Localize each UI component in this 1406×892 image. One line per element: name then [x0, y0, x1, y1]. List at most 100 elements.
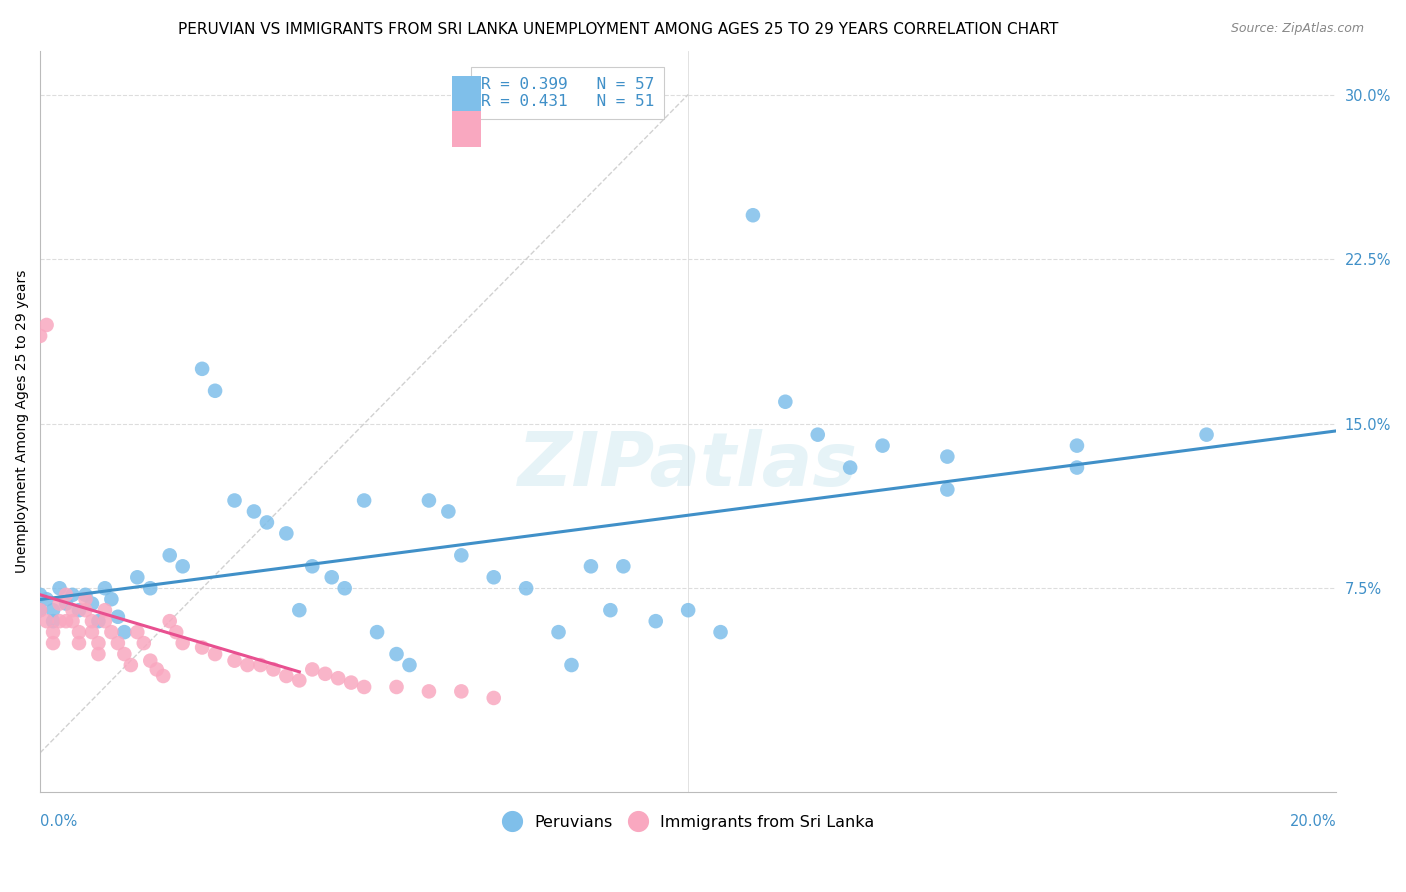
Point [328, 671, 350, 685]
Point [314, 666, 336, 681]
Point [1066, 439, 1088, 453]
Point [288, 673, 311, 688]
Point [644, 614, 666, 628]
Point [936, 450, 959, 464]
Point [437, 504, 460, 518]
Point [112, 625, 135, 640]
Point [132, 636, 155, 650]
Point [94, 581, 117, 595]
Point [127, 570, 149, 584]
Point [30, 588, 52, 602]
Point [872, 439, 894, 453]
Point [172, 636, 194, 650]
Point [579, 559, 602, 574]
Point [224, 493, 246, 508]
Text: ZIPatlas: ZIPatlas [519, 429, 858, 502]
Point [87, 636, 110, 650]
Point [676, 603, 699, 617]
Point [159, 549, 181, 563]
Point [67, 603, 90, 617]
Point [152, 669, 174, 683]
Point [301, 559, 323, 574]
Point [55, 614, 77, 628]
Point [55, 597, 77, 611]
Point [333, 581, 356, 595]
Point [276, 669, 298, 683]
Point [560, 658, 582, 673]
Text: Source: ZipAtlas.com: Source: ZipAtlas.com [1230, 22, 1364, 36]
Point [48, 581, 70, 595]
Point [236, 658, 259, 673]
Point [35, 592, 58, 607]
Y-axis label: Unemployment Among Ages 25 to 29 years: Unemployment Among Ages 25 to 29 years [15, 269, 30, 574]
FancyBboxPatch shape [453, 76, 481, 112]
Legend: Peruvians, Immigrants from Sri Lanka: Peruvians, Immigrants from Sri Lanka [495, 807, 880, 836]
Point [385, 680, 408, 694]
Point [709, 625, 731, 640]
Point [62, 603, 84, 617]
Point [48, 597, 70, 611]
Point [321, 570, 343, 584]
Point [288, 603, 311, 617]
Point [256, 516, 278, 530]
Point [450, 684, 472, 698]
Point [249, 658, 271, 673]
Point [120, 658, 142, 673]
Point [67, 636, 90, 650]
Point [159, 614, 181, 628]
Point [139, 581, 162, 595]
Point [172, 559, 194, 574]
Point [936, 483, 959, 497]
Text: 0.0%: 0.0% [41, 814, 77, 830]
Point [385, 647, 408, 661]
Point [482, 570, 505, 584]
Point [75, 588, 97, 602]
Point [398, 658, 420, 673]
Point [1195, 427, 1218, 442]
Point [191, 640, 214, 655]
Point [482, 690, 505, 705]
Point [599, 603, 621, 617]
Point [418, 684, 440, 698]
Point [62, 614, 84, 628]
Point [353, 680, 375, 694]
Point [35, 318, 58, 332]
Point [55, 588, 77, 602]
Text: PERUVIAN VS IMMIGRANTS FROM SRI LANKA UNEMPLOYMENT AMONG AGES 25 TO 29 YEARS COR: PERUVIAN VS IMMIGRANTS FROM SRI LANKA UN… [179, 22, 1059, 37]
Point [100, 592, 122, 607]
Point [204, 384, 226, 398]
Point [80, 614, 103, 628]
Text: R = 0.399   N = 57
R = 0.431   N = 51: R = 0.399 N = 57 R = 0.431 N = 51 [481, 77, 654, 109]
Point [87, 614, 110, 628]
Point [42, 614, 65, 628]
Point [48, 614, 70, 628]
Point [276, 526, 298, 541]
Point [42, 603, 65, 617]
Point [42, 625, 65, 640]
Point [547, 625, 569, 640]
Point [75, 592, 97, 607]
Point [67, 625, 90, 640]
Point [80, 625, 103, 640]
Point [807, 427, 830, 442]
Point [418, 493, 440, 508]
Point [224, 654, 246, 668]
Point [1066, 460, 1088, 475]
Point [30, 603, 52, 617]
Point [80, 597, 103, 611]
Point [301, 662, 323, 676]
Point [94, 603, 117, 617]
Point [107, 609, 129, 624]
Point [353, 493, 375, 508]
Point [366, 625, 388, 640]
Point [243, 504, 266, 518]
Point [145, 662, 167, 676]
Point [204, 647, 226, 661]
Point [94, 614, 117, 628]
Point [87, 647, 110, 661]
Point [35, 614, 58, 628]
Point [515, 581, 537, 595]
FancyBboxPatch shape [453, 112, 481, 147]
Point [127, 625, 149, 640]
Point [100, 625, 122, 640]
